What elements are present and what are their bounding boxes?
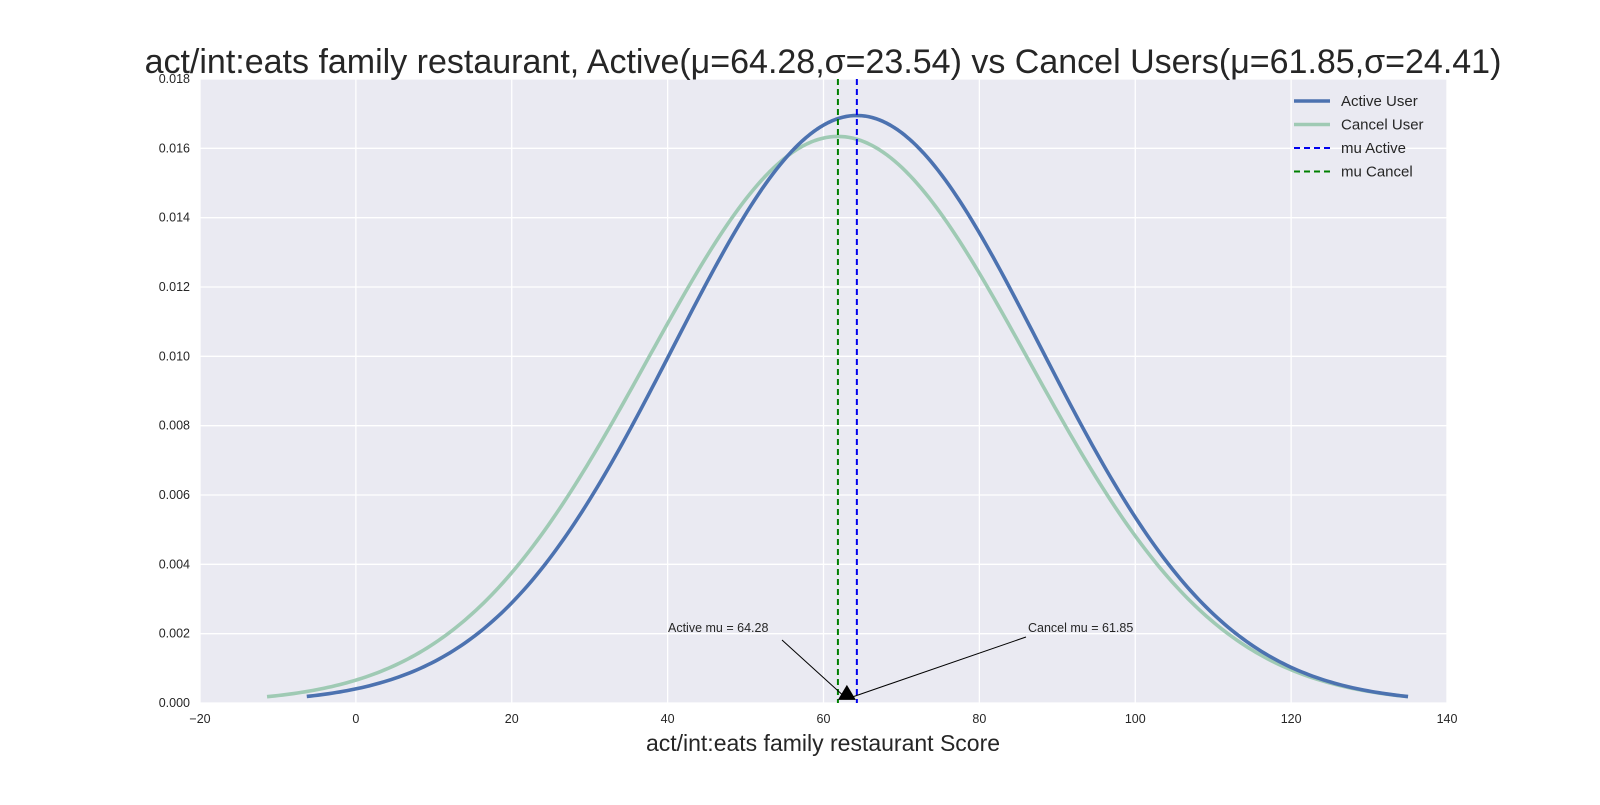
grid-lines — [199, 78, 1448, 704]
legend: Active User Cancel User mu Active mu Cancel — [1294, 93, 1424, 181]
x-tick-label: 80 — [972, 712, 986, 726]
y-tick-label: 0.010 — [159, 349, 190, 363]
y-tick-label: 0.000 — [159, 696, 190, 710]
x-tick-label: 120 — [1281, 712, 1302, 726]
x-axis-label: act/int:eats family restaurant Score — [646, 730, 1000, 756]
chart-title: act/int:eats family restaurant, Active(μ… — [145, 43, 1502, 81]
legend-label: mu Active — [1341, 140, 1406, 157]
mean-lines — [836, 79, 858, 703]
y-tick-label: 0.014 — [159, 211, 190, 225]
x-tick-label: 0 — [352, 712, 359, 726]
tick-labels: −20 0 20 40 60 80 100 120 140 0.000 0.002 0.004 0.00… — [159, 72, 1458, 726]
y-tick-label: 0.008 — [159, 419, 190, 433]
x-tick-label: −20 — [189, 712, 210, 726]
curves — [266, 113, 1409, 699]
y-tick-label: 0.002 — [159, 627, 190, 641]
x-tick-label: 100 — [1125, 712, 1146, 726]
x-tick-label: 60 — [817, 712, 831, 726]
y-tick-label: 0.016 — [159, 141, 190, 155]
annotation-text: Active mu = 64.28 — [668, 621, 768, 635]
y-tick-label: 0.018 — [159, 72, 190, 86]
legend-label: mu Cancel — [1341, 164, 1413, 181]
y-tick-label: 0.012 — [159, 280, 190, 294]
x-tick-label: 40 — [661, 712, 675, 726]
y-tick-label: 0.006 — [159, 488, 190, 502]
annotations: Active mu = 64.28 Cancel mu = 61.85 — [668, 621, 1133, 700]
legend-label: Active User — [1341, 93, 1418, 110]
y-tick-label: 0.004 — [159, 557, 190, 571]
legend-label: Cancel User — [1341, 117, 1424, 134]
x-tick-label: 20 — [505, 712, 519, 726]
annotation-arrowhead — [837, 684, 856, 700]
x-tick-label: 140 — [1437, 712, 1458, 726]
annotation-arrow — [846, 636, 1027, 700]
series-line-active-user — [306, 113, 1409, 699]
annotation-arrow — [781, 639, 848, 700]
series-line-cancel-user — [266, 134, 1409, 699]
annotation-text: Cancel mu = 61.85 — [1028, 621, 1133, 635]
